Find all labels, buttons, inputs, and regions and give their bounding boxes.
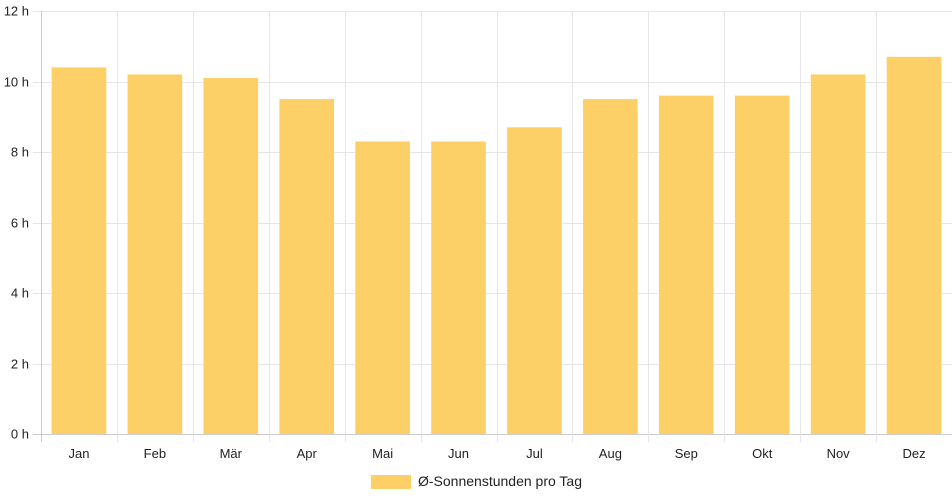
bar-okt[interactable]: [734, 95, 790, 434]
x-tick-label: Mai: [372, 446, 393, 461]
x-tick-label: Jan: [68, 446, 89, 461]
bar-feb[interactable]: [127, 74, 183, 434]
bar-aug[interactable]: [583, 99, 638, 434]
bar-series: [51, 56, 942, 435]
legend-label[interactable]: Ø-Sonnenstunden pro Tag: [418, 473, 582, 489]
bar-apr[interactable]: [279, 99, 335, 434]
bar-nov[interactable]: [810, 74, 866, 434]
bar-sep[interactable]: [658, 95, 714, 434]
y-tick-label: 6 h: [11, 216, 29, 231]
x-tick-label: Apr: [297, 446, 318, 461]
x-tick-label: Feb: [144, 446, 166, 461]
axes: 0 h 2 h 4 h 6 h 8 h 10 h 12 h Jan Feb Mär Apr Mai Ju…: [4, 4, 926, 462]
x-tick-label: Dez: [902, 446, 925, 461]
bar-dez[interactable]: [886, 56, 942, 434]
bar-jun[interactable]: [431, 141, 486, 435]
x-tick-label: Okt: [752, 446, 773, 461]
x-tick-label: Mär: [220, 446, 243, 461]
x-tick-label: Jul: [526, 446, 543, 461]
bar-mai[interactable]: [355, 141, 410, 435]
bar-jan[interactable]: [51, 67, 107, 435]
y-tick-label: 12 h: [4, 4, 29, 19]
legend-swatch[interactable]: [371, 475, 411, 489]
legend[interactable]: Ø-Sonnenstunden pro Tag: [371, 473, 582, 489]
bar-mär[interactable]: [203, 77, 259, 434]
y-tick-label: 10 h: [4, 75, 29, 90]
y-tick-label: 2 h: [11, 357, 29, 372]
grid-lines: [33, 11, 952, 442]
y-tick-label: 4 h: [11, 286, 29, 301]
x-tick-label: Sep: [675, 446, 698, 461]
bar-jul[interactable]: [507, 127, 562, 434]
y-tick-label: 0 h: [11, 427, 29, 442]
y-tick-label: 8 h: [11, 145, 29, 160]
x-tick-label: Aug: [599, 446, 622, 461]
x-tick-label: Nov: [827, 446, 851, 461]
x-tick-label: Jun: [448, 446, 469, 461]
